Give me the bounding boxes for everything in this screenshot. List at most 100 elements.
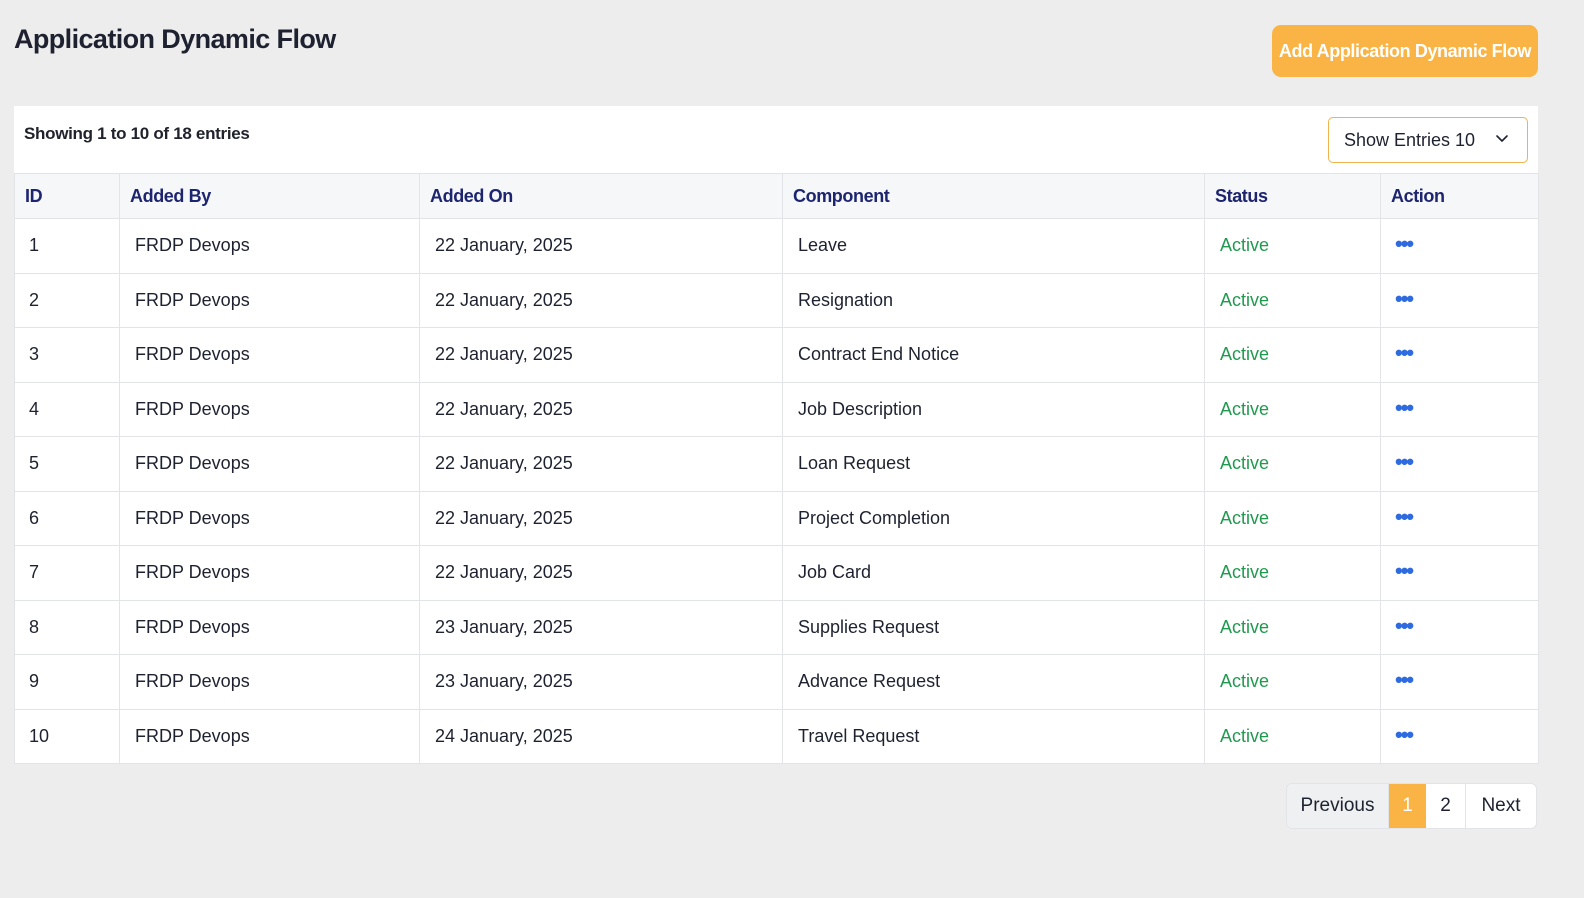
table-row: 10 FRDP Devops 24 January, 2025 Travel Requ… [14,708,1539,764]
cell-added-on: 22 January, 2025 [419,218,783,274]
cell-added-on: 23 January, 2025 [419,654,783,710]
table-body: 1 FRDP Devops 22 January, 2025 Leave Active •… [14,218,1539,764]
table-row: 5 FRDP Devops 22 January, 2025 Loan Request… [14,436,1539,492]
cell-added-by: FRDP Devops [119,436,420,492]
cell-status: Active [1204,381,1381,437]
cell-component: Loan Request [782,436,1205,492]
cell-action: ••• [1380,272,1539,328]
more-horizontal-icon[interactable]: ••• [1395,285,1414,311]
cell-added-on: 22 January, 2025 [419,545,783,601]
column-header-action: Action [1380,173,1539,219]
cell-action: ••• [1380,708,1539,764]
cell-action: ••• [1380,490,1539,546]
cell-component: Supplies Request [782,599,1205,655]
cell-status: Active [1204,654,1381,710]
cell-added-on: 22 January, 2025 [419,327,783,383]
more-horizontal-icon[interactable]: ••• [1395,721,1414,747]
cell-id: 1 [14,218,120,274]
cell-action: ••• [1380,327,1539,383]
column-header-component[interactable]: Component [782,173,1205,219]
column-header-added-by[interactable]: Added By [119,173,420,219]
cell-status: Active [1204,545,1381,601]
cell-added-by: FRDP Devops [119,654,420,710]
showing-entries-text: Showing 1 to 10 of 18 entries [24,124,250,143]
cell-added-by: FRDP Devops [119,272,420,328]
table-row: 2 FRDP Devops 22 January, 2025 Resignation A… [14,272,1539,328]
previous-page-button[interactable]: Previous [1287,784,1389,828]
cell-added-on: 22 January, 2025 [419,436,783,492]
cell-status: Active [1204,327,1381,383]
cell-action: ••• [1380,654,1539,710]
cell-id: 7 [14,545,120,601]
cell-id: 3 [14,327,120,383]
more-horizontal-icon[interactable]: ••• [1395,394,1414,420]
cell-component: Project Completion [782,490,1205,546]
cell-id: 10 [14,708,120,764]
column-header-status[interactable]: Status [1204,173,1381,219]
cell-added-by: FRDP Devops [119,708,420,764]
cell-id: 2 [14,272,120,328]
chevron-down-icon [1496,135,1508,142]
column-header-added-on[interactable]: Added On [419,173,783,219]
page-1-button[interactable]: 1 [1389,784,1426,828]
cell-added-by: FRDP Devops [119,218,420,274]
column-header-id[interactable]: ID [14,173,120,219]
cell-component: Job Description [782,381,1205,437]
cell-status: Active [1204,436,1381,492]
cell-component: Advance Request [782,654,1205,710]
show-entries-label: Show Entries 10 [1344,129,1476,150]
table-row: 9 FRDP Devops 23 January, 2025 Advance Requ… [14,654,1539,710]
application-flow-table: ID Added By Added On Component Status Ac… [14,173,1539,764]
cell-action: ••• [1380,599,1539,655]
cell-action: ••• [1380,436,1539,492]
table-row: 8 FRDP Devops 23 January, 2025 Supplies Req… [14,599,1539,655]
cell-added-by: FRDP Devops [119,490,420,546]
cell-component: Travel Request [782,708,1205,764]
cell-action: ••• [1380,545,1539,601]
more-horizontal-icon[interactable]: ••• [1395,231,1414,257]
cell-status: Active [1204,599,1381,655]
cell-id: 4 [14,381,120,437]
table-row: 6 FRDP Devops 22 January, 2025 Project Comp… [14,490,1539,546]
cell-component: Resignation [782,272,1205,328]
more-horizontal-icon[interactable]: ••• [1395,449,1414,475]
more-horizontal-icon[interactable]: ••• [1395,503,1414,529]
cell-added-by: FRDP Devops [119,381,420,437]
pagination: Previous 1 2 Next [1286,783,1537,829]
cell-added-on: 23 January, 2025 [419,599,783,655]
cell-added-on: 22 January, 2025 [419,272,783,328]
cell-status: Active [1204,708,1381,764]
more-horizontal-icon[interactable]: ••• [1395,667,1414,693]
cell-added-on: 22 January, 2025 [419,490,783,546]
entries-card: Showing 1 to 10 of 18 entries Show Entri… [14,106,1539,764]
cell-id: 9 [14,654,120,710]
table-header-row: ID Added By Added On Component Status Ac… [14,173,1539,219]
cell-component: Leave [782,218,1205,274]
cell-action: ••• [1380,381,1539,437]
cell-status: Active [1204,272,1381,328]
more-horizontal-icon[interactable]: ••• [1395,612,1414,638]
cell-status: Active [1204,218,1381,274]
more-horizontal-icon[interactable]: ••• [1395,340,1414,366]
page-2-button[interactable]: 2 [1426,784,1466,828]
more-horizontal-icon[interactable]: ••• [1395,558,1414,584]
table-row: 7 FRDP Devops 22 January, 2025 Job Card Acti… [14,545,1539,601]
show-entries-select[interactable]: Show Entries 10 [1328,117,1528,163]
cell-action: ••• [1380,218,1539,274]
cell-status: Active [1204,490,1381,546]
cell-component: Job Card [782,545,1205,601]
cell-added-on: 24 January, 2025 [419,708,783,764]
page-title: Application Dynamic Flow [14,24,336,54]
next-page-button[interactable]: Next [1481,795,1521,816]
add-application-dynamic-flow-button[interactable]: Add Application Dynamic Flow [1272,25,1538,77]
cell-component: Contract End Notice [782,327,1205,383]
cell-id: 6 [14,490,120,546]
table-row: 4 FRDP Devops 22 January, 2025 Job Descript… [14,381,1539,437]
cell-added-by: FRDP Devops [119,327,420,383]
cell-added-on: 22 January, 2025 [419,381,783,437]
cell-added-by: FRDP Devops [119,599,420,655]
cell-id: 5 [14,436,120,492]
table-row: 3 FRDP Devops 22 January, 2025 Contract End… [14,327,1539,383]
cell-id: 8 [14,599,120,655]
table-row: 1 FRDP Devops 22 January, 2025 Leave Active •… [14,218,1539,274]
